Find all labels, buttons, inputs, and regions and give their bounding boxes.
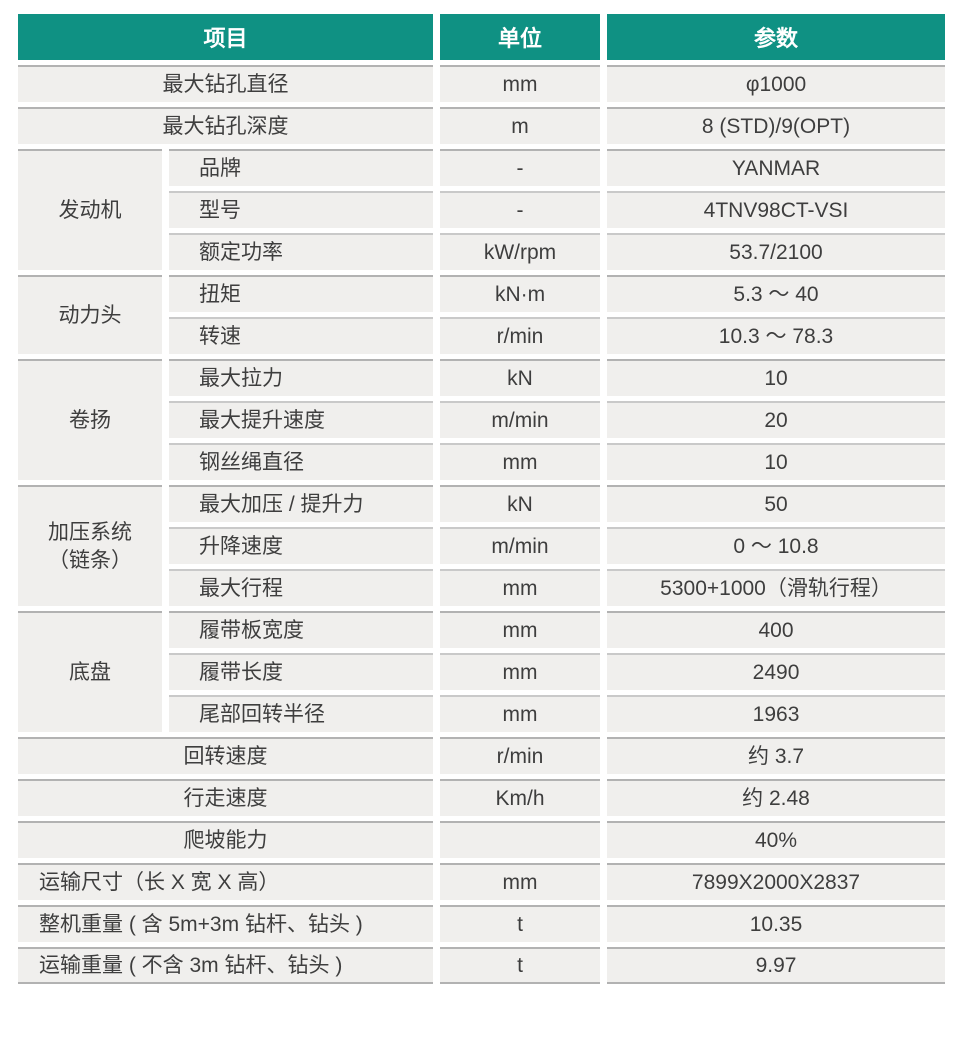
unit-cell: -	[440, 149, 601, 186]
item-cell: 尾部回转半径	[169, 695, 434, 732]
value-cell: 4TNV98CT-VSI	[607, 191, 946, 228]
item-cell: 扭矩	[169, 275, 434, 312]
table-row: 卷扬 最大拉力 kN 10	[18, 359, 946, 480]
header-unit: 单位	[440, 14, 601, 60]
value-cell: 5300+1000（滑轨行程）	[607, 569, 946, 606]
unit-cell: r/min	[440, 737, 601, 774]
item-cell: 整机重量 ( 含 5m+3m 钻杆、钻头 )	[18, 905, 434, 942]
table-row: 回转速度 r/min 约 3.7	[18, 737, 946, 774]
unit-cell: t	[440, 947, 601, 984]
unit-cell: mm	[440, 611, 601, 648]
value-cell: 53.7/2100	[607, 233, 946, 270]
table-row: 钢丝绳直径 mm 10	[18, 443, 946, 480]
unit-cell: m	[440, 107, 601, 144]
unit-cell	[440, 821, 601, 858]
item-cell: 回转速度	[18, 737, 434, 774]
unit-cell: r/min	[440, 317, 601, 354]
value-cell: 0 ～ 10.8	[607, 527, 946, 564]
unit-cell: kW/rpm	[440, 233, 601, 270]
unit-cell: mm	[440, 443, 601, 480]
value-cell: 400	[607, 611, 946, 648]
table-row: 最大钻孔深度 m 8 (STD)/9(OPT)	[18, 107, 946, 144]
table-row: 运输尺寸（长 X 宽 X 高） mm 7899X2000X2837	[18, 863, 946, 900]
item-cell: 最大钻孔深度	[18, 107, 434, 144]
value-cell: 2490	[607, 653, 946, 690]
unit-cell: kN	[440, 359, 601, 396]
item-cell: 型号	[169, 191, 434, 228]
value-cell: 10.3 ～ 78.3	[607, 317, 946, 354]
unit-cell: kN·m	[440, 275, 601, 312]
unit-cell: t	[440, 905, 601, 942]
unit-cell: mm	[440, 65, 601, 102]
value-cell: 7899X2000X2837	[607, 863, 946, 900]
table-row: 运输重量 ( 不含 3m 钻杆、钻头 ) t 9.97	[18, 947, 946, 984]
item-cell: 最大提升速度	[169, 401, 434, 438]
value-cell: 10	[607, 359, 946, 396]
unit-cell: Km/h	[440, 779, 601, 816]
unit-cell: m/min	[440, 527, 601, 564]
item-cell: 品牌	[169, 149, 434, 186]
value-cell: 10	[607, 443, 946, 480]
unit-cell: kN	[440, 485, 601, 522]
unit-cell: mm	[440, 863, 601, 900]
table-row: 最大行程 mm 5300+1000（滑轨行程）	[18, 569, 946, 606]
header-item: 项目	[18, 14, 434, 60]
table-row: 加压系统 （链条） 最大加压 / 提升力 kN 50	[18, 485, 946, 606]
item-cell: 最大钻孔直径	[18, 65, 434, 102]
item-cell: 爬坡能力	[18, 821, 434, 858]
header-row: 项目 单位 参数	[18, 14, 946, 60]
item-cell: 最大加压 / 提升力	[169, 485, 434, 522]
table-row: 转速 r/min 10.3 ～ 78.3	[18, 317, 946, 354]
table-row: 额定功率 kW/rpm 53.7/2100	[18, 233, 946, 270]
unit-cell: m/min	[440, 401, 601, 438]
value-cell: φ1000	[607, 65, 946, 102]
value-cell: 50	[607, 485, 946, 522]
unit-cell: mm	[440, 695, 601, 732]
item-cell: 运输尺寸（长 X 宽 X 高）	[18, 863, 434, 900]
value-cell: 40%	[607, 821, 946, 858]
table-row: 行走速度 Km/h 约 2.48	[18, 779, 946, 816]
group-label-cell: 动力头	[18, 275, 162, 354]
table-row: 最大钻孔直径 mm φ1000	[18, 65, 946, 102]
item-cell: 钢丝绳直径	[169, 443, 434, 480]
table-row: 履带长度 mm 2490	[18, 653, 946, 690]
item-cell: 最大拉力	[169, 359, 434, 396]
unit-cell: -	[440, 191, 601, 228]
item-cell: 转速	[169, 317, 434, 354]
item-cell: 升降速度	[169, 527, 434, 564]
spec-table: 项目 单位 参数 最大钻孔直径 mm φ1000 最大钻孔深度 m 8 (STD…	[11, 9, 952, 989]
table-row: 爬坡能力 40%	[18, 821, 946, 858]
value-cell: 8 (STD)/9(OPT)	[607, 107, 946, 144]
header-param: 参数	[607, 14, 946, 60]
group-label-cell: 加压系统 （链条）	[18, 485, 162, 606]
table-row: 最大提升速度 m/min 20	[18, 401, 946, 438]
table-row: 尾部回转半径 mm 1963	[18, 695, 946, 732]
value-cell: 约 3.7	[607, 737, 946, 774]
value-cell: 20	[607, 401, 946, 438]
table-row: 整机重量 ( 含 5m+3m 钻杆、钻头 ) t 10.35	[18, 905, 946, 942]
group-label-cell: 卷扬	[18, 359, 162, 480]
table-row: 发动机 品牌 - YANMAR	[18, 149, 946, 270]
unit-cell: mm	[440, 653, 601, 690]
item-cell: 额定功率	[169, 233, 434, 270]
item-cell: 运输重量 ( 不含 3m 钻杆、钻头 )	[18, 947, 434, 984]
value-cell: YANMAR	[607, 149, 946, 186]
unit-cell: mm	[440, 569, 601, 606]
value-cell: 5.3 ～ 40	[607, 275, 946, 312]
table-row: 动力头 扭矩 kN·m 5.3 ～ 40	[18, 275, 946, 354]
value-cell: 9.97	[607, 947, 946, 984]
value-cell: 约 2.48	[607, 779, 946, 816]
value-cell: 1963	[607, 695, 946, 732]
item-cell: 最大行程	[169, 569, 434, 606]
item-cell: 行走速度	[18, 779, 434, 816]
group-label-cell: 发动机	[18, 149, 162, 270]
group-label-cell: 底盘	[18, 611, 162, 732]
value-cell: 10.35	[607, 905, 946, 942]
table-row: 底盘 履带板宽度 mm 400	[18, 611, 946, 732]
table-row: 型号 - 4TNV98CT-VSI	[18, 191, 946, 228]
item-cell: 履带板宽度	[169, 611, 434, 648]
item-cell: 履带长度	[169, 653, 434, 690]
table-row: 升降速度 m/min 0 ～ 10.8	[18, 527, 946, 564]
